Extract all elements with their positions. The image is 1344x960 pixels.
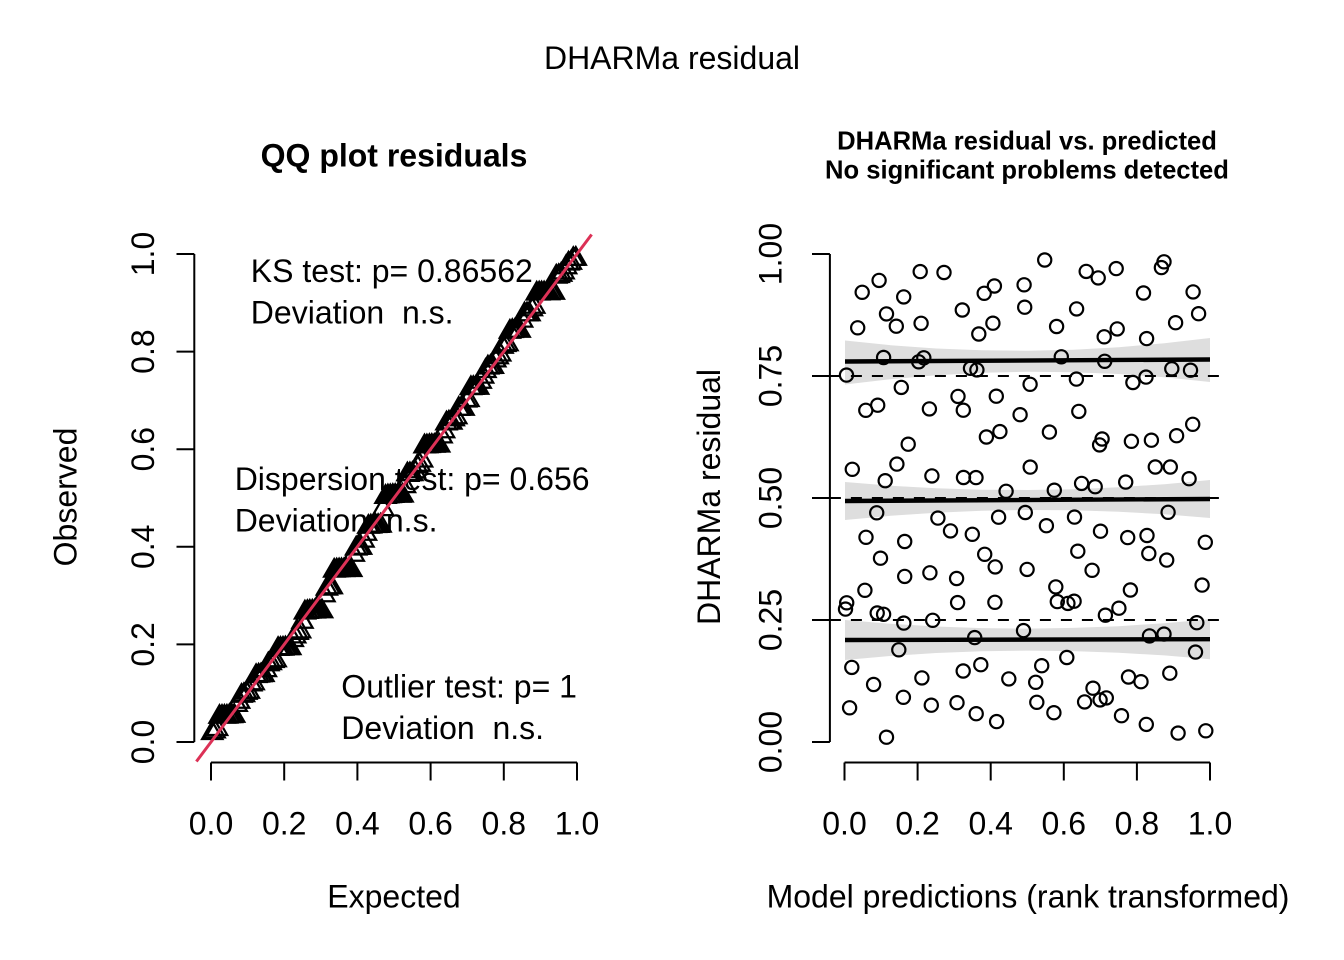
svg-text:DHARMa residual: DHARMa residual <box>544 40 800 76</box>
svg-text:0.4: 0.4 <box>968 806 1012 842</box>
svg-text:0.8: 0.8 <box>125 329 161 373</box>
svg-text:0.00: 0.00 <box>753 711 789 773</box>
svg-text:Model predictions (rank transf: Model predictions (rank transformed) <box>767 879 1290 915</box>
svg-text:0.0: 0.0 <box>189 806 233 842</box>
svg-text:0.25: 0.25 <box>753 589 789 651</box>
svg-text:No significant problems detect: No significant problems detected <box>825 156 1229 184</box>
svg-text:1.0: 1.0 <box>555 806 599 842</box>
svg-text:0.6: 0.6 <box>408 806 452 842</box>
svg-text:1.0: 1.0 <box>1188 806 1232 842</box>
svg-text:Outlier test: p= 1: Outlier test: p= 1 <box>341 669 577 705</box>
svg-text:0.6: 0.6 <box>125 427 161 471</box>
svg-text:DHARMa residual: DHARMa residual <box>691 369 727 625</box>
svg-text:0.8: 0.8 <box>482 806 526 842</box>
svg-text:0.50: 0.50 <box>753 467 789 529</box>
svg-text:1.0: 1.0 <box>125 232 161 276</box>
svg-text:0.2: 0.2 <box>895 806 939 842</box>
svg-text:Expected: Expected <box>327 879 460 915</box>
svg-text:Deviation n.s.: Deviation n.s. <box>251 295 454 331</box>
svg-text:0.6: 0.6 <box>1042 806 1086 842</box>
svg-text:0.4: 0.4 <box>335 806 379 842</box>
svg-text:QQ plot residuals: QQ plot residuals <box>261 138 528 174</box>
svg-text:0.0: 0.0 <box>822 806 866 842</box>
svg-text:0.4: 0.4 <box>125 525 161 569</box>
svg-text:1.00: 1.00 <box>753 223 789 285</box>
svg-text:0.2: 0.2 <box>262 806 306 842</box>
svg-text:DHARMa residual vs. predicted: DHARMa residual vs. predicted <box>837 128 1217 156</box>
svg-text:Observed: Observed <box>47 428 83 567</box>
svg-text:KS test: p= 0.86562: KS test: p= 0.86562 <box>251 253 533 289</box>
svg-text:0.8: 0.8 <box>1115 806 1159 842</box>
svg-text:0.0: 0.0 <box>125 720 161 764</box>
svg-text:Deviation n.s.: Deviation n.s. <box>341 710 544 746</box>
svg-text:Deviation n.s.: Deviation n.s. <box>235 503 438 539</box>
svg-text:0.2: 0.2 <box>125 622 161 666</box>
svg-text:0.75: 0.75 <box>753 345 789 407</box>
